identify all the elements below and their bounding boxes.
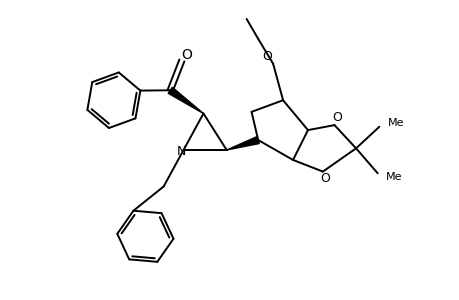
- Text: O: O: [319, 172, 330, 185]
- Text: O: O: [181, 48, 192, 62]
- Polygon shape: [226, 136, 259, 150]
- Text: O: O: [262, 50, 272, 63]
- Text: Me: Me: [385, 172, 402, 182]
- Polygon shape: [168, 87, 203, 113]
- Text: O: O: [331, 111, 341, 124]
- Text: Me: Me: [387, 118, 403, 128]
- Text: N: N: [177, 145, 186, 158]
